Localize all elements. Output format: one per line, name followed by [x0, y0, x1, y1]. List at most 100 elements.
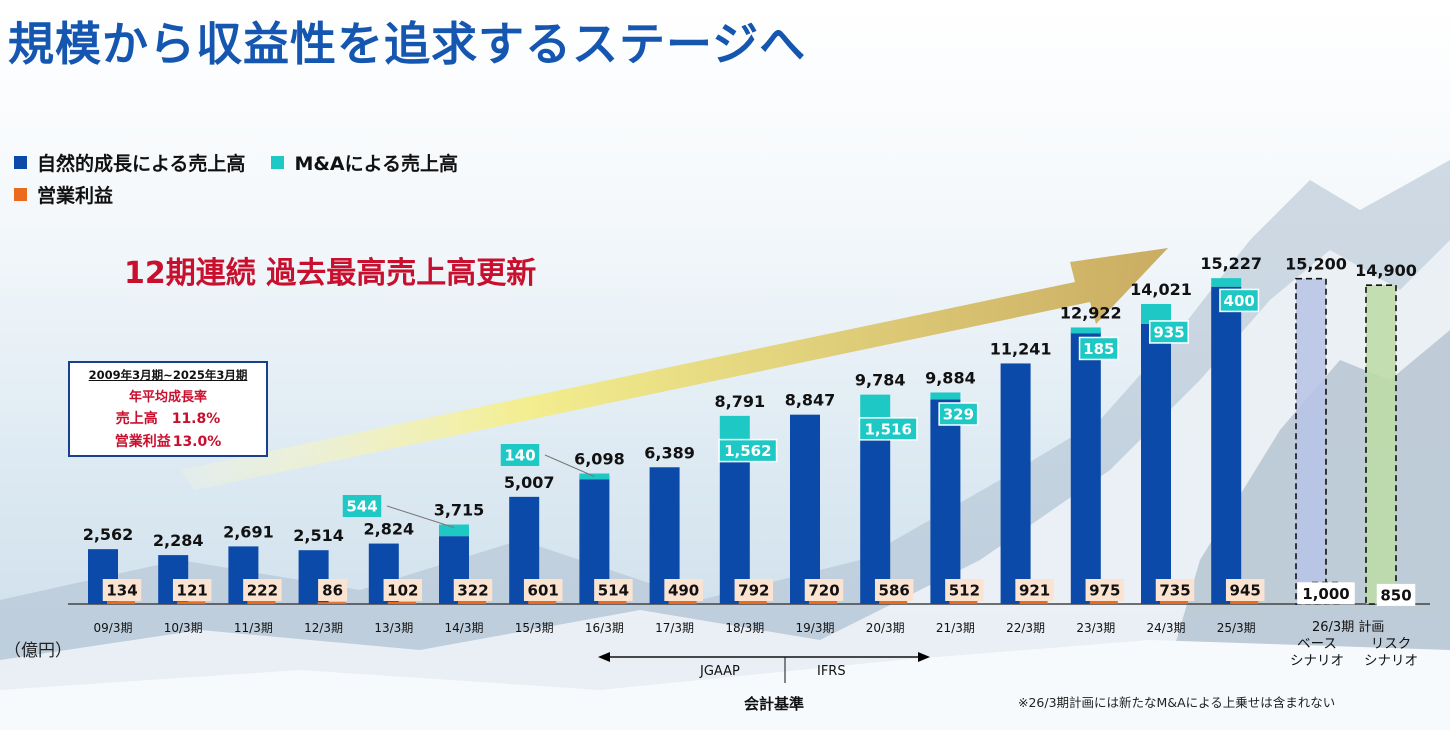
ma-label: 400: [1224, 292, 1255, 310]
total-label: 2,691: [223, 522, 274, 541]
legend-ma-label: M&Aによる売上高: [294, 152, 459, 175]
growth-arrow: [180, 248, 1168, 490]
op-label: 586: [879, 582, 910, 600]
op-label: 735: [1159, 582, 1190, 600]
base-scenario-line2: シナリオ: [1290, 653, 1344, 669]
bar-ma: [1141, 303, 1171, 324]
op-label: 601: [528, 582, 559, 600]
ma-label-box: [1078, 336, 1119, 361]
tick-label: 09/3期: [94, 621, 133, 635]
op-label-box: [664, 579, 703, 601]
op-label: 222: [247, 582, 278, 600]
bar-organic: [860, 427, 891, 604]
ma-label: 1,562: [724, 442, 771, 460]
cagr-box: 2009年3月期~2025年3月期 年平均成長率 売上高 11.8% 営業利益 13…: [68, 361, 268, 457]
jgaap-label: JGAAP: [700, 664, 740, 679]
accounting-arrow-right: [918, 652, 930, 662]
tick-label: 21/3期: [936, 621, 975, 635]
bar-organic: [1211, 286, 1242, 604]
plan-op-label: 850: [1380, 586, 1411, 604]
ifrs-label: IFRS: [817, 664, 846, 679]
op-label: 86: [322, 582, 343, 600]
bar-ma: [930, 392, 961, 400]
footnote: ※26/3期計画には新たなM&Aによる上乗せは含まれない: [1018, 695, 1336, 710]
plan-op-label-box: [1297, 582, 1355, 605]
bar-op: [317, 602, 346, 604]
total-label: 9,784: [855, 371, 906, 390]
total-label: 8,791: [714, 392, 765, 411]
legend-op-swatch: [14, 187, 27, 201]
op-label: 720: [808, 582, 839, 600]
page-title: 規模から収益性を追求するステージへ: [8, 17, 807, 71]
plan-op-label: 1,000: [1302, 585, 1349, 603]
plan-sales-label: 15,200: [1285, 255, 1347, 274]
bar-organic: [930, 399, 961, 604]
total-label: 2,824: [363, 520, 414, 539]
legend-organic: 自然的成長による売上高: [14, 149, 245, 176]
base-scenario-line1: ベース: [1297, 636, 1337, 652]
plan-sales-label: 14,900: [1355, 261, 1417, 280]
headline-record-sales: 12期連続 過去最高売上高更新: [124, 256, 537, 291]
op-label-box: [102, 579, 142, 601]
tick-label: 19/3期: [796, 621, 835, 635]
ma-label-box: [1149, 320, 1189, 344]
ma-label-box: [858, 417, 918, 441]
legend-organic-label: 自然的成長による売上高: [37, 152, 246, 175]
op-label-box: [453, 579, 493, 601]
total-label: 3,715: [434, 500, 485, 519]
risk-scenario-line2: シナリオ: [1364, 653, 1418, 669]
bar-organic: [1070, 331, 1101, 604]
op-label-box: [1225, 579, 1265, 601]
op-label: 975: [1089, 582, 1120, 600]
cagr-sales-label: 売上高: [115, 411, 158, 427]
op-label-box: [243, 579, 282, 601]
ma-label: 935: [1153, 323, 1184, 341]
cagr-op-label: 営業利益: [114, 434, 171, 450]
bar-ma: [439, 524, 469, 537]
cagr-sales-value: 11.8%: [171, 411, 221, 427]
total-label: 5,007: [504, 473, 555, 492]
op-label: 102: [387, 582, 418, 600]
bar-organic: [1141, 323, 1171, 604]
tick-label: 25/3期: [1217, 621, 1256, 635]
ma-label-box: [342, 495, 382, 517]
bar-op: [107, 601, 135, 604]
op-label-box: [1155, 579, 1195, 601]
total-label: 2,284: [153, 531, 204, 550]
op-label: 921: [1019, 582, 1050, 600]
op-label-box: [734, 579, 774, 601]
ma-label: 185: [1083, 340, 1114, 358]
accounting-standard-label: 会計基準: [744, 695, 805, 713]
risk-scenario-label: リスク シナリオ: [1356, 636, 1426, 670]
ma-label-box: [1219, 288, 1260, 313]
total-label: 8,847: [785, 391, 836, 410]
legend-ma: M&Aによる売上高: [271, 149, 458, 176]
op-label-box: [172, 579, 212, 601]
bar-op: [247, 599, 276, 604]
op-label: 322: [457, 582, 488, 600]
ma-label: 544: [346, 498, 377, 516]
accounting-arrow-left: [598, 652, 610, 662]
cagr-sales: 売上高 11.8%: [70, 408, 266, 428]
op-label: 792: [738, 582, 769, 600]
plan-op-label-box: [1376, 583, 1416, 606]
op-label-box: [1015, 579, 1054, 601]
total-label: 2,514: [293, 526, 344, 545]
bar-organic: [719, 449, 750, 604]
op-label-box: [945, 579, 984, 601]
op-label: 512: [949, 582, 980, 600]
cagr-period: 2009年3月期~2025年3月期: [88, 368, 248, 382]
unit-label: （億円）: [4, 641, 72, 661]
ma-label-box: [718, 438, 778, 463]
op-label: 514: [598, 582, 629, 600]
op-label-box: [594, 579, 633, 601]
tick-label: 18/3期: [725, 621, 764, 635]
tick-label: 12/3期: [304, 621, 343, 635]
bar-ma: [1211, 278, 1242, 287]
base-scenario-label: ベース シナリオ: [1282, 636, 1352, 670]
op-label: 945: [1230, 582, 1261, 600]
ma-label: 140: [504, 447, 535, 465]
cagr-op: 営業利益 13.0%: [70, 431, 266, 451]
tick-label: 16/3期: [585, 621, 624, 635]
